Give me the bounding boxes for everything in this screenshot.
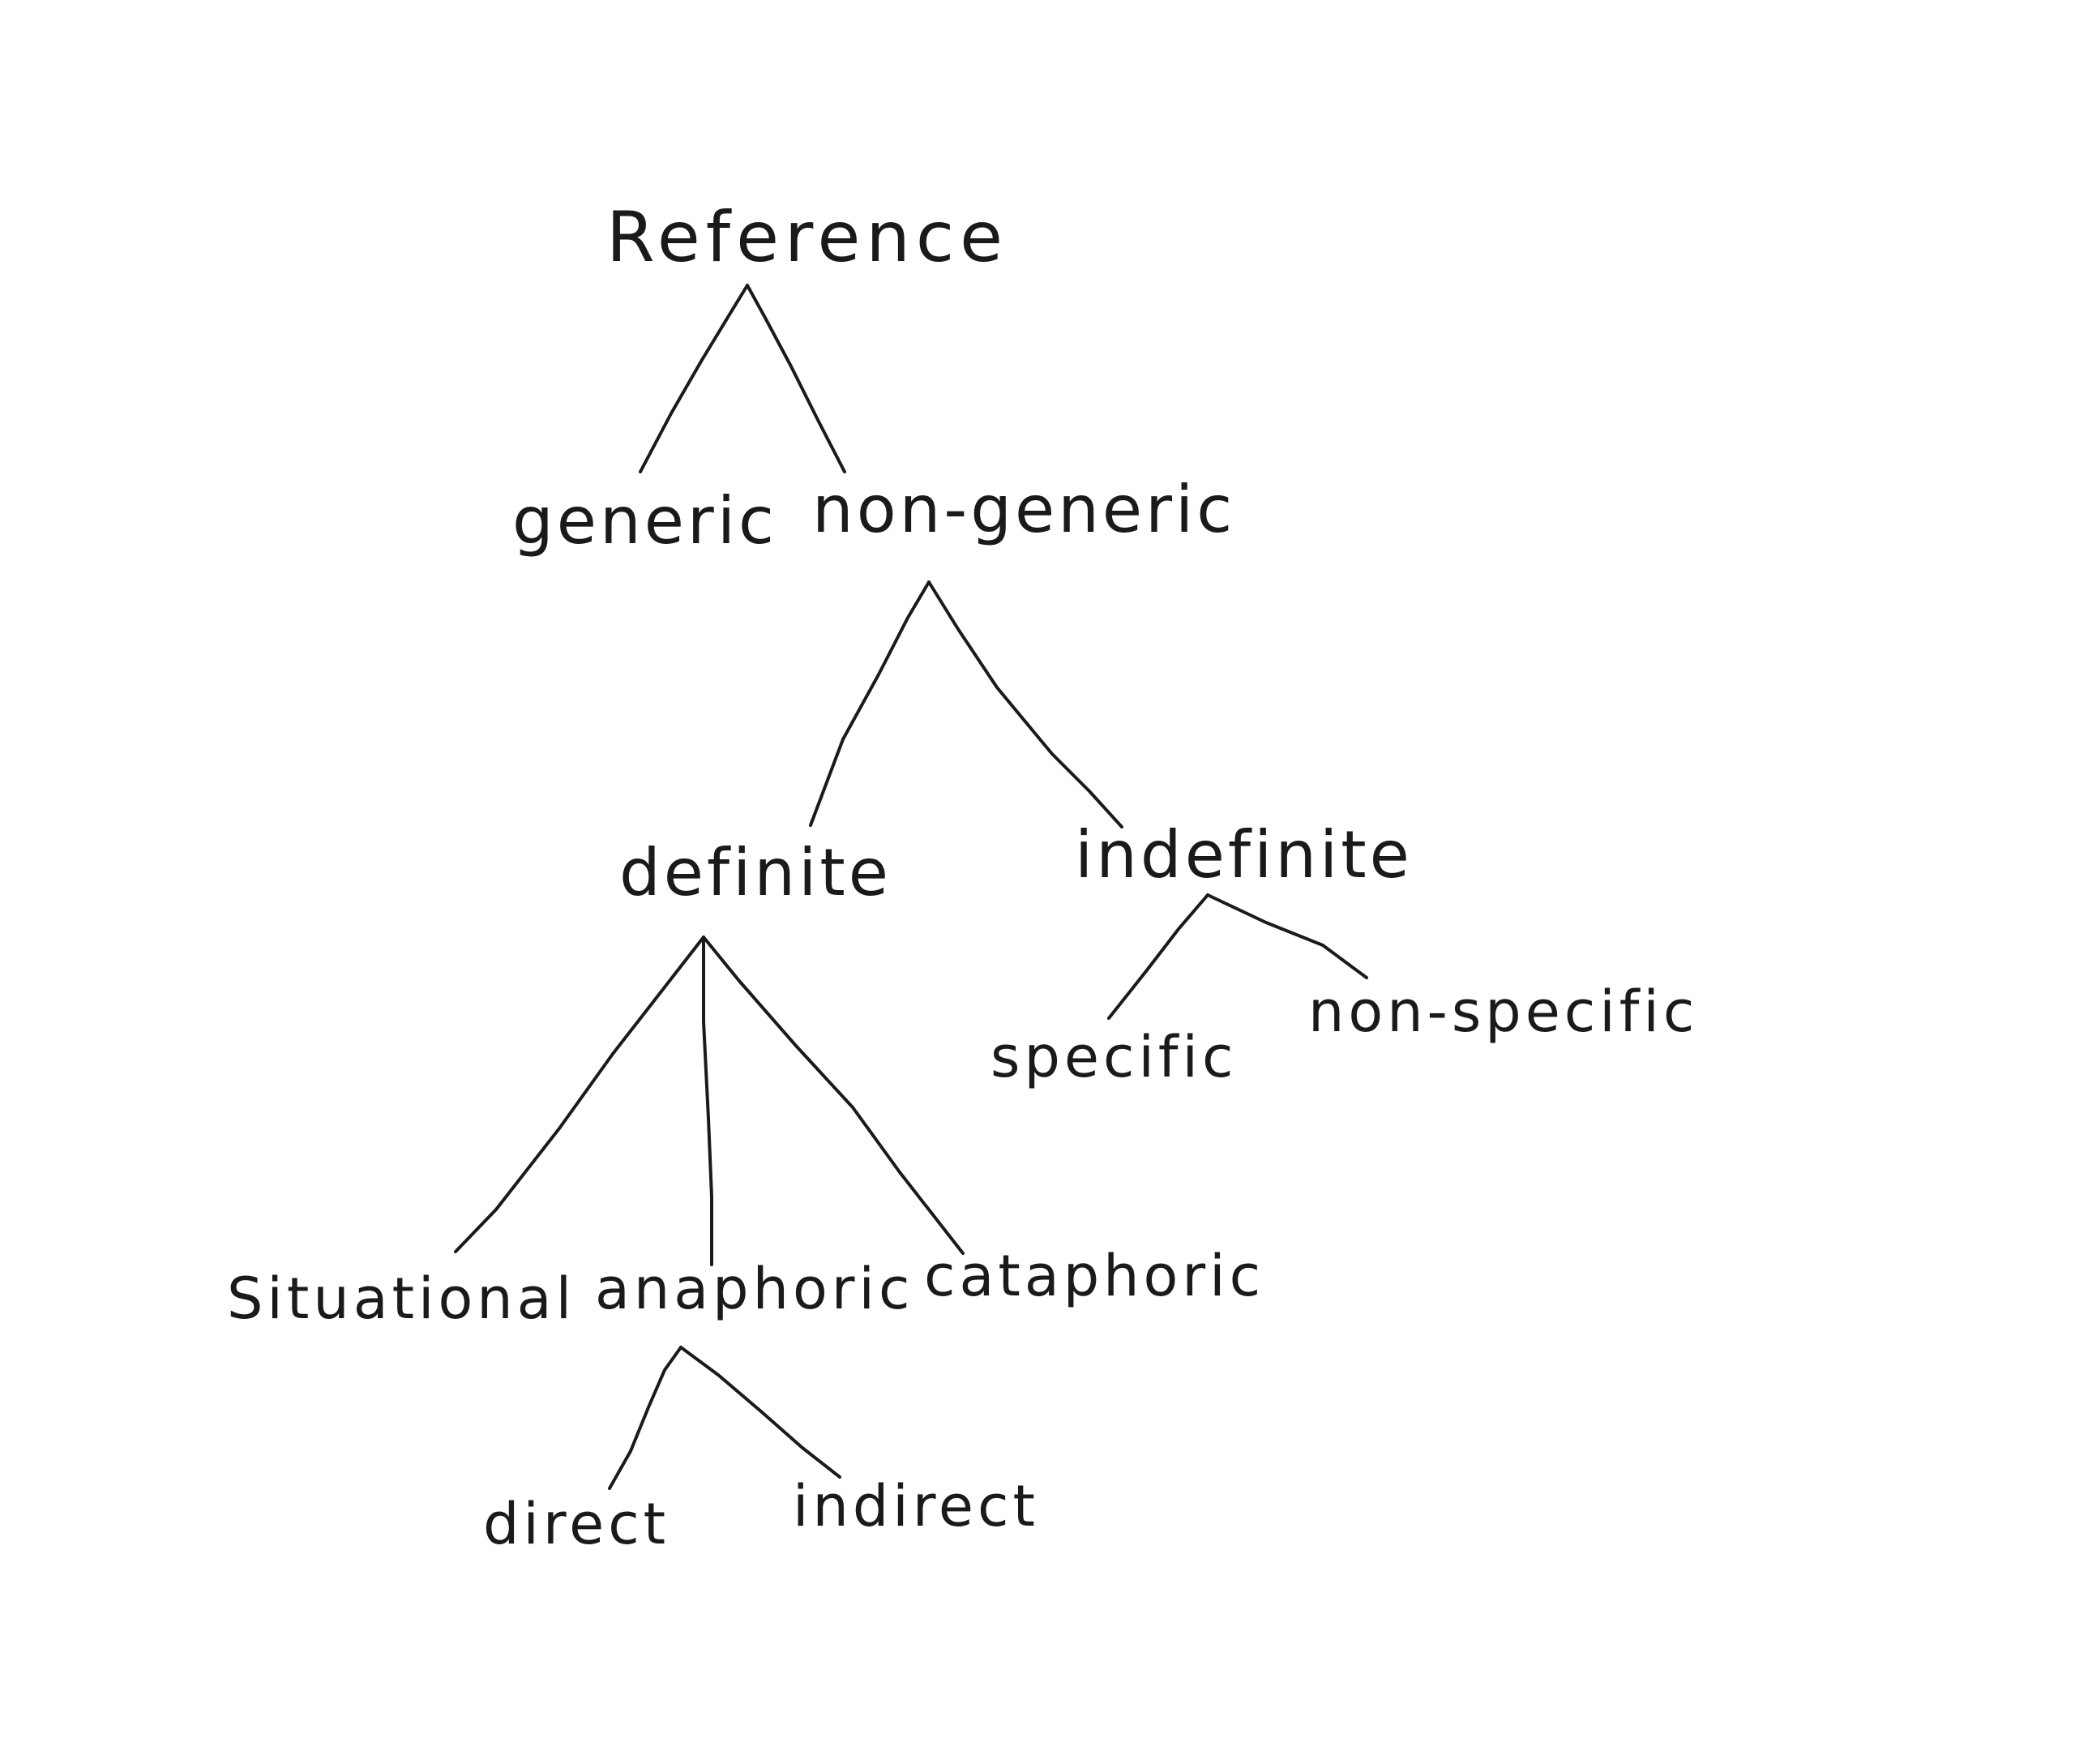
edge-indefinite-specific bbox=[1107, 893, 1209, 1020]
node-direct: direct bbox=[483, 1491, 670, 1557]
tree-nodes: Reference generic non-generic definite i… bbox=[227, 197, 1698, 1557]
edge-indefinite-non-specific bbox=[1206, 893, 1368, 979]
edge-anaphoric-indirect bbox=[679, 1346, 841, 1479]
edge-definite-cataphoric bbox=[702, 936, 965, 1255]
edge-definite-anaphoric bbox=[702, 936, 713, 1266]
node-reference: Reference bbox=[606, 197, 1008, 278]
node-cataphoric: cataphoric bbox=[924, 1243, 1264, 1309]
tree-branches bbox=[454, 284, 1368, 1490]
node-non-generic: non-generic bbox=[812, 472, 1235, 547]
edge-non-generic-definite bbox=[809, 580, 931, 827]
node-definite: definite bbox=[619, 835, 892, 910]
edge-non-generic-indefinite bbox=[927, 580, 1123, 828]
edge-reference-non-generic bbox=[746, 284, 846, 473]
node-anaphoric: anaphoric bbox=[595, 1256, 914, 1322]
node-indefinite: indefinite bbox=[1075, 817, 1413, 893]
edge-reference-generic bbox=[639, 284, 749, 473]
edge-definite-situational bbox=[454, 936, 705, 1253]
node-non-specific: non-specific bbox=[1308, 978, 1698, 1045]
node-specific: specific bbox=[990, 1024, 1237, 1090]
edge-anaphoric-direct bbox=[608, 1346, 682, 1490]
node-situational: Situational bbox=[227, 1265, 575, 1332]
node-indirect: indirect bbox=[793, 1473, 1039, 1539]
node-generic: generic bbox=[512, 483, 777, 559]
